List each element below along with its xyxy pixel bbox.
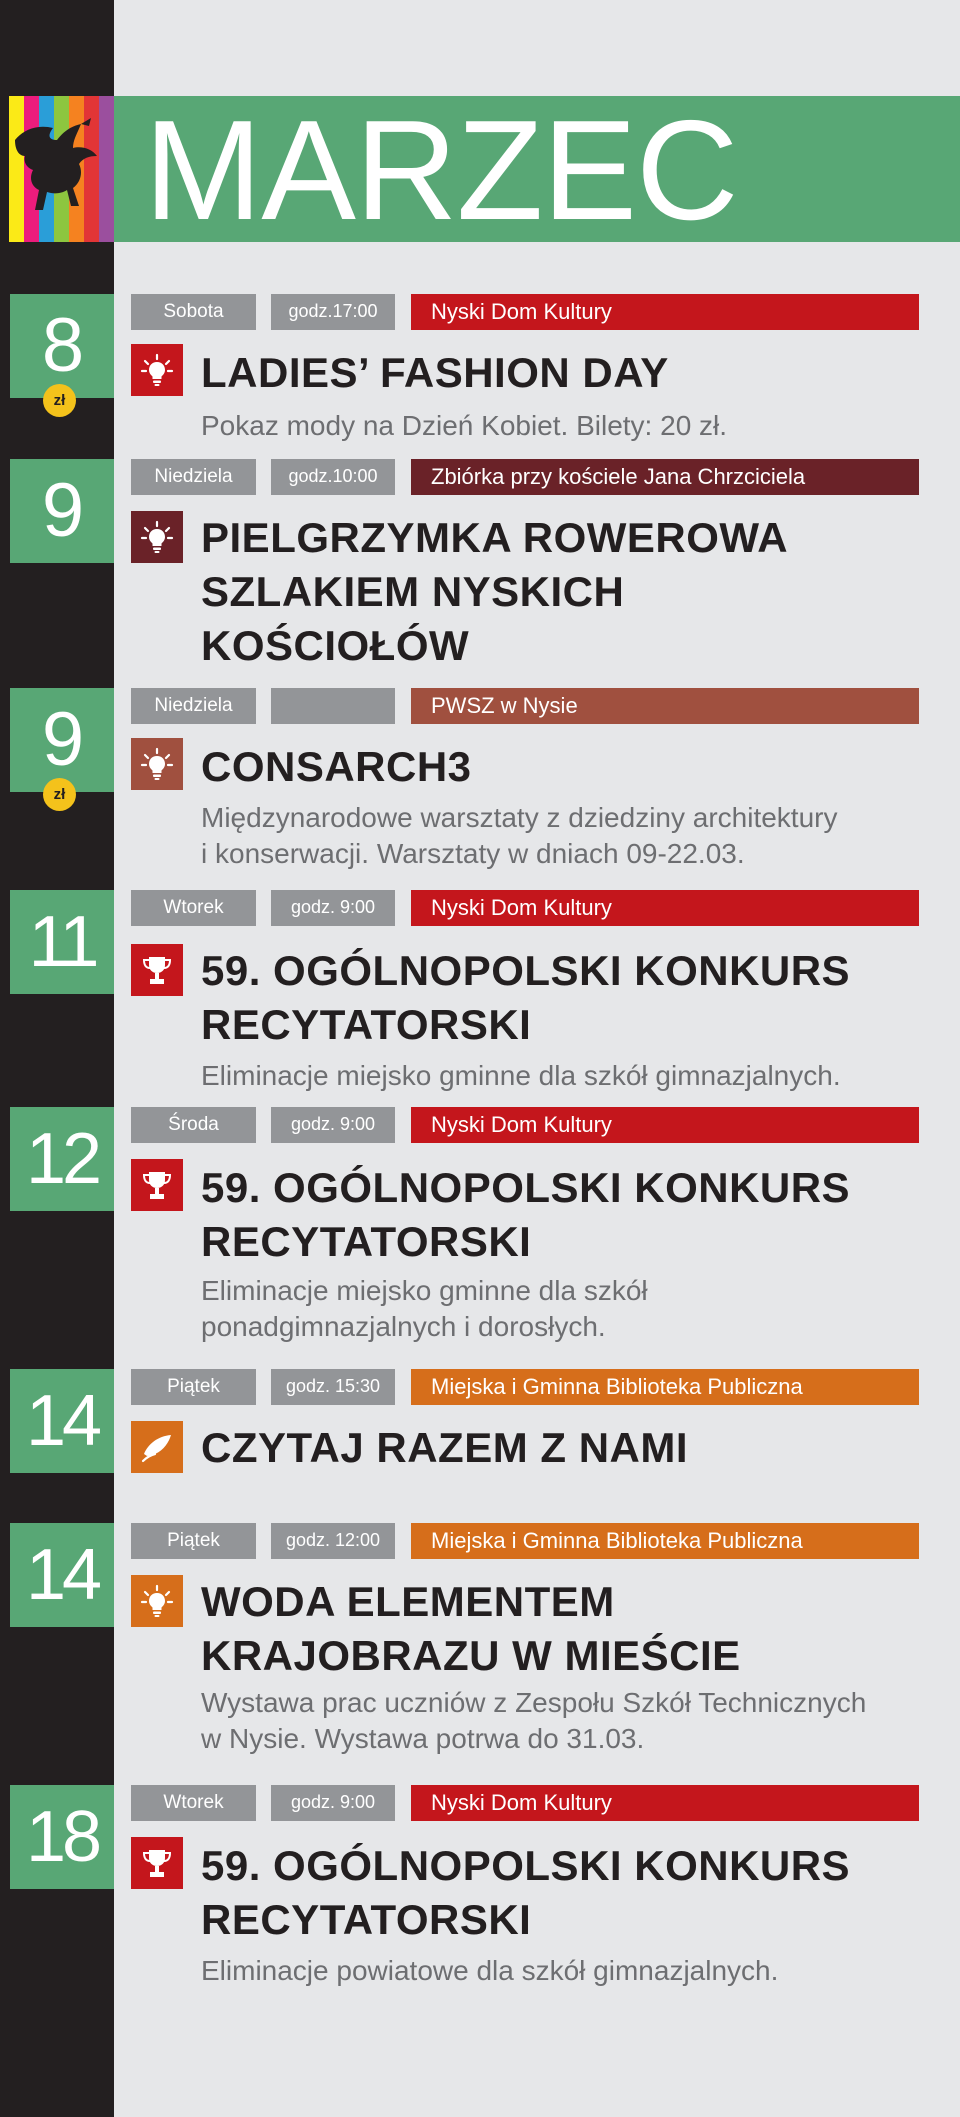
event-venue: Miejska i Gminna Biblioteka Publiczna [411, 1369, 919, 1405]
lightbulb-icon [131, 344, 183, 396]
event-description: Eliminacje powiatowe dla szkół gimnazjal… [201, 1955, 779, 1986]
event-time: godz.17:00 [271, 294, 395, 330]
lightbulb-icon [131, 738, 183, 790]
event-weekday: Niedziela [131, 688, 256, 724]
event-title: PIELGRZYMKA ROWEROWA SZLAKIEM NYSKICH KOŚC… [201, 514, 789, 669]
trophy-icon [131, 1159, 183, 1211]
paid-badge: zł [43, 384, 76, 417]
event-time: godz. 12:00 [271, 1523, 395, 1559]
lightbulb-icon [131, 1575, 183, 1627]
month-banner: MARZEC [114, 96, 960, 242]
event-venue: Nyski Dom Kultury [411, 890, 919, 926]
event-venue: Nyski Dom Kultury [411, 294, 919, 330]
event-weekday: Piątek [131, 1523, 256, 1559]
event-venue: Zbiórka przy kościele Jana Chrzciciela [411, 459, 919, 495]
event-venue: Nyski Dom Kultury [411, 1785, 919, 1821]
event-time: godz. 9:00 [271, 890, 395, 926]
logo-stripe [99, 96, 114, 242]
event-weekday: Sobota [131, 294, 256, 330]
paid-badge: zł [43, 778, 76, 811]
event-day-number: 14 [10, 1369, 114, 1473]
event-time: godz. 9:00 [271, 1107, 395, 1143]
lightbulb-icon [131, 511, 183, 563]
pegasus-logo [9, 96, 114, 242]
trophy-icon [131, 944, 183, 996]
event-time: godz. 9:00 [271, 1785, 395, 1821]
event-venue: Nyski Dom Kultury [411, 1107, 919, 1143]
event-day-number: 18 [10, 1785, 114, 1889]
event-description: Eliminacje miejsko gminne dla szkół ponad… [201, 1275, 648, 1342]
event-day-number: 12 [10, 1107, 114, 1211]
logo-stripe [9, 96, 24, 242]
logo-stripe [84, 96, 99, 242]
event-weekday: Piątek [131, 1369, 256, 1405]
event-weekday: Wtorek [131, 890, 256, 926]
event-time: godz. 15:30 [271, 1369, 395, 1405]
quill-icon [131, 1421, 183, 1473]
pegasus-icon [15, 118, 97, 210]
event-title: CONSARCH3 [201, 743, 472, 790]
event-title: WODA ELEMENTEM KRAJOBRAZU W MIEŚCIE [201, 1578, 741, 1679]
event-title: 59. OGÓLNOPOLSKI KONKURS RECYTATORSKI [201, 1164, 851, 1265]
event-description: Wystawa prac uczniów z Zespołu Szkół Tec… [201, 1687, 867, 1754]
event-day-number: 14 [10, 1523, 114, 1627]
event-title: 59. OGÓLNOPOLSKI KONKURS RECYTATORSKI [201, 1842, 851, 1943]
event-weekday: Środa [131, 1107, 256, 1143]
event-venue: Miejska i Gminna Biblioteka Publiczna [411, 1523, 919, 1559]
event-day-number: 9 [10, 459, 114, 563]
event-day-number: 11 [10, 890, 114, 994]
trophy-icon [131, 1837, 183, 1889]
event-weekday: Wtorek [131, 1785, 256, 1821]
event-day-number: 8 [10, 294, 114, 398]
event-title: LADIES’ FASHION DAY [201, 349, 669, 396]
event-description: Międzynarodowe warsztaty z dziedziny arc… [201, 802, 838, 869]
event-time [271, 688, 395, 724]
event-title: CZYTAJ RAZEM Z NAMI [201, 1424, 689, 1471]
event-time: godz.10:00 [271, 459, 395, 495]
event-weekday: Niedziela [131, 459, 256, 495]
event-description: Pokaz mody na Dzień Kobiet. Bilety: 20 z… [201, 410, 728, 441]
event-description: Eliminacje miejsko gminne dla szkół gimn… [201, 1060, 841, 1091]
month-title: MARZEC [144, 91, 739, 250]
event-venue: PWSZ w Nysie [411, 688, 919, 724]
event-title: 59. OGÓLNOPOLSKI KONKURS RECYTATORSKI [201, 947, 851, 1048]
event-day-number: 9 [10, 688, 114, 792]
